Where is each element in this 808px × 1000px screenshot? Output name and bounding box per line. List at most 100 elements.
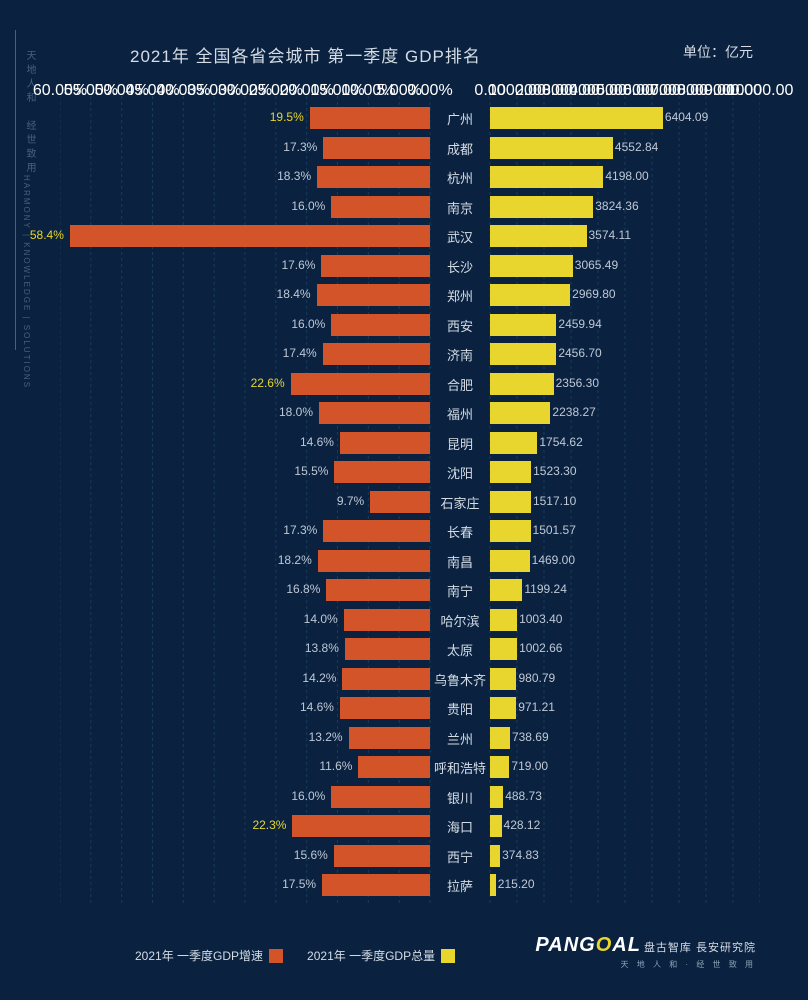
city-name: 兰州 bbox=[430, 729, 490, 748]
legend-growth-label: 2021年 一季度GDP增速 bbox=[135, 947, 263, 964]
city-name: 武汉 bbox=[430, 227, 490, 246]
chart-row: 58.4% 武汉 3574.11 bbox=[60, 222, 760, 252]
growth-label: 18.2% bbox=[278, 553, 312, 567]
growth-bar bbox=[326, 579, 430, 601]
gdp-label: 6404.09 bbox=[665, 110, 708, 124]
growth-bar bbox=[317, 166, 430, 188]
chart-row: 16.0% 南京 3824.36 bbox=[60, 193, 760, 223]
gdp-bar bbox=[490, 314, 556, 336]
city-name: 乌鲁木齐 bbox=[430, 670, 490, 689]
gdp-bar bbox=[490, 668, 516, 690]
chart-row: 14.2% 乌鲁木齐 980.79 bbox=[60, 665, 760, 695]
chart-row: 13.2% 兰州 738.69 bbox=[60, 724, 760, 754]
gdp-label: 2356.30 bbox=[556, 376, 599, 390]
gdp-label: 374.83 bbox=[502, 848, 539, 862]
gdp-bar bbox=[490, 550, 530, 572]
legend-gdp-swatch bbox=[441, 949, 455, 963]
city-name: 呼和浩特 bbox=[430, 758, 490, 777]
chart-row: 22.3% 海口 428.12 bbox=[60, 812, 760, 842]
growth-label: 14.6% bbox=[300, 700, 334, 714]
growth-label: 14.0% bbox=[304, 612, 338, 626]
growth-label: 17.4% bbox=[283, 346, 317, 360]
gdp-label: 4198.00 bbox=[605, 169, 648, 183]
growth-label: 13.8% bbox=[305, 641, 339, 655]
growth-label: 18.0% bbox=[279, 405, 313, 419]
growth-label: 16.8% bbox=[286, 582, 320, 596]
growth-bar bbox=[317, 284, 430, 306]
growth-bar bbox=[340, 697, 430, 719]
city-name: 海口 bbox=[430, 817, 490, 836]
gdp-bar bbox=[490, 137, 613, 159]
growth-bar bbox=[349, 727, 430, 749]
gdp-label: 2238.27 bbox=[552, 405, 595, 419]
legend-gdp: 2021年 一季度GDP总量 bbox=[307, 947, 455, 964]
gdp-bar bbox=[490, 225, 587, 247]
growth-label: 9.7% bbox=[337, 494, 364, 508]
chart-row: 13.8% 太原 1002.66 bbox=[60, 635, 760, 665]
growth-label: 19.5% bbox=[270, 110, 304, 124]
gdp-bar bbox=[490, 461, 531, 483]
gdp-label: 971.21 bbox=[518, 700, 555, 714]
growth-label: 16.0% bbox=[291, 199, 325, 213]
gdp-label: 1523.30 bbox=[533, 464, 576, 478]
chart-row: 17.4% 济南 2456.70 bbox=[60, 340, 760, 370]
growth-bar bbox=[323, 137, 430, 159]
chart-row: 16.0% 银川 488.73 bbox=[60, 783, 760, 813]
gdp-bar bbox=[490, 343, 556, 365]
gdp-bar bbox=[490, 432, 537, 454]
gdp-label: 428.12 bbox=[504, 818, 541, 832]
gdp-bar bbox=[490, 107, 663, 129]
gdp-label: 1003.40 bbox=[519, 612, 562, 626]
gdp-label: 4552.84 bbox=[615, 140, 658, 154]
growth-label: 17.6% bbox=[281, 258, 315, 272]
gdp-chart: 0.00%5.00%10.00%15.00%20.00%25.00%30.00%… bbox=[60, 82, 760, 912]
chart-row: 18.4% 郑州 2969.80 bbox=[60, 281, 760, 311]
city-name: 昆明 bbox=[430, 434, 490, 453]
city-name: 成都 bbox=[430, 139, 490, 158]
chart-row: 14.6% 贵阳 971.21 bbox=[60, 694, 760, 724]
growth-bar bbox=[310, 107, 430, 129]
gdp-label: 1469.00 bbox=[532, 553, 575, 567]
gdp-label: 3824.36 bbox=[595, 199, 638, 213]
growth-label: 15.6% bbox=[294, 848, 328, 862]
chart-row: 17.3% 长春 1501.57 bbox=[60, 517, 760, 547]
city-name: 合肥 bbox=[430, 375, 490, 394]
gdp-bar bbox=[490, 373, 554, 395]
gdp-bar bbox=[490, 815, 502, 837]
city-name: 石家庄 bbox=[430, 493, 490, 512]
chart-row: 16.0% 西安 2459.94 bbox=[60, 311, 760, 341]
growth-label: 17.3% bbox=[283, 523, 317, 537]
gdp-label: 1501.57 bbox=[533, 523, 576, 537]
gdp-bar bbox=[490, 756, 509, 778]
gdp-label: 2969.80 bbox=[572, 287, 615, 301]
gdp-bar bbox=[490, 609, 517, 631]
gdp-label: 980.79 bbox=[518, 671, 555, 685]
city-name: 拉萨 bbox=[430, 876, 490, 895]
sidebar-divider bbox=[15, 30, 16, 350]
growth-bar bbox=[331, 196, 430, 218]
gdp-label: 1002.66 bbox=[519, 641, 562, 655]
chart-unit: 单位：亿元 bbox=[683, 42, 753, 62]
legend: 2021年 一季度GDP增速 2021年 一季度GDP总量 bbox=[135, 947, 455, 964]
growth-bar bbox=[323, 520, 430, 542]
gdp-bar bbox=[490, 166, 603, 188]
gdp-label: 215.20 bbox=[498, 877, 535, 891]
gdp-bar bbox=[490, 402, 550, 424]
chart-row: 19.5% 广州 6404.09 bbox=[60, 104, 760, 134]
growth-bar bbox=[331, 786, 430, 808]
growth-label: 15.5% bbox=[294, 464, 328, 478]
chart-row: 18.3% 杭州 4198.00 bbox=[60, 163, 760, 193]
city-name: 南宁 bbox=[430, 581, 490, 600]
chart-row: 18.0% 福州 2238.27 bbox=[60, 399, 760, 429]
growth-label: 16.0% bbox=[291, 317, 325, 331]
growth-label: 11.6% bbox=[319, 759, 352, 773]
city-name: 贵阳 bbox=[430, 699, 490, 718]
gdp-label: 3065.49 bbox=[575, 258, 618, 272]
city-name: 郑州 bbox=[430, 286, 490, 305]
city-name: 银川 bbox=[430, 788, 490, 807]
sidebar-motto-cn: 天地人和 经世致用 bbox=[22, 50, 37, 176]
gdp-label: 3574.11 bbox=[589, 228, 632, 242]
gdp-bar bbox=[490, 727, 510, 749]
growth-bar bbox=[70, 225, 430, 247]
growth-bar bbox=[291, 373, 430, 395]
